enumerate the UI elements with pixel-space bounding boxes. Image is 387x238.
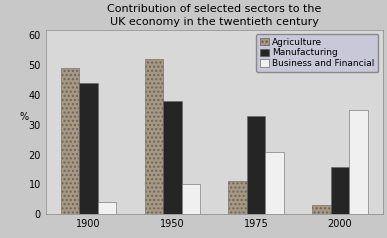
Bar [265, 152, 284, 214]
Bar [98, 202, 116, 214]
Bar [330, 167, 349, 214]
Bar [349, 110, 368, 214]
Bar [79, 83, 98, 214]
Bar [145, 59, 163, 214]
Bar [163, 101, 182, 214]
Bar [312, 205, 330, 214]
Title: Contribution of selected sectors to the
UK economy in the twentieth century: Contribution of selected sectors to the … [107, 4, 322, 27]
Bar [228, 181, 247, 214]
Bar [182, 184, 200, 214]
Bar [61, 68, 79, 214]
Bar [247, 116, 265, 214]
Y-axis label: %: % [20, 112, 29, 122]
Legend: Agriculture, Manufacturing, Business and Financial: Agriculture, Manufacturing, Business and… [256, 34, 378, 72]
